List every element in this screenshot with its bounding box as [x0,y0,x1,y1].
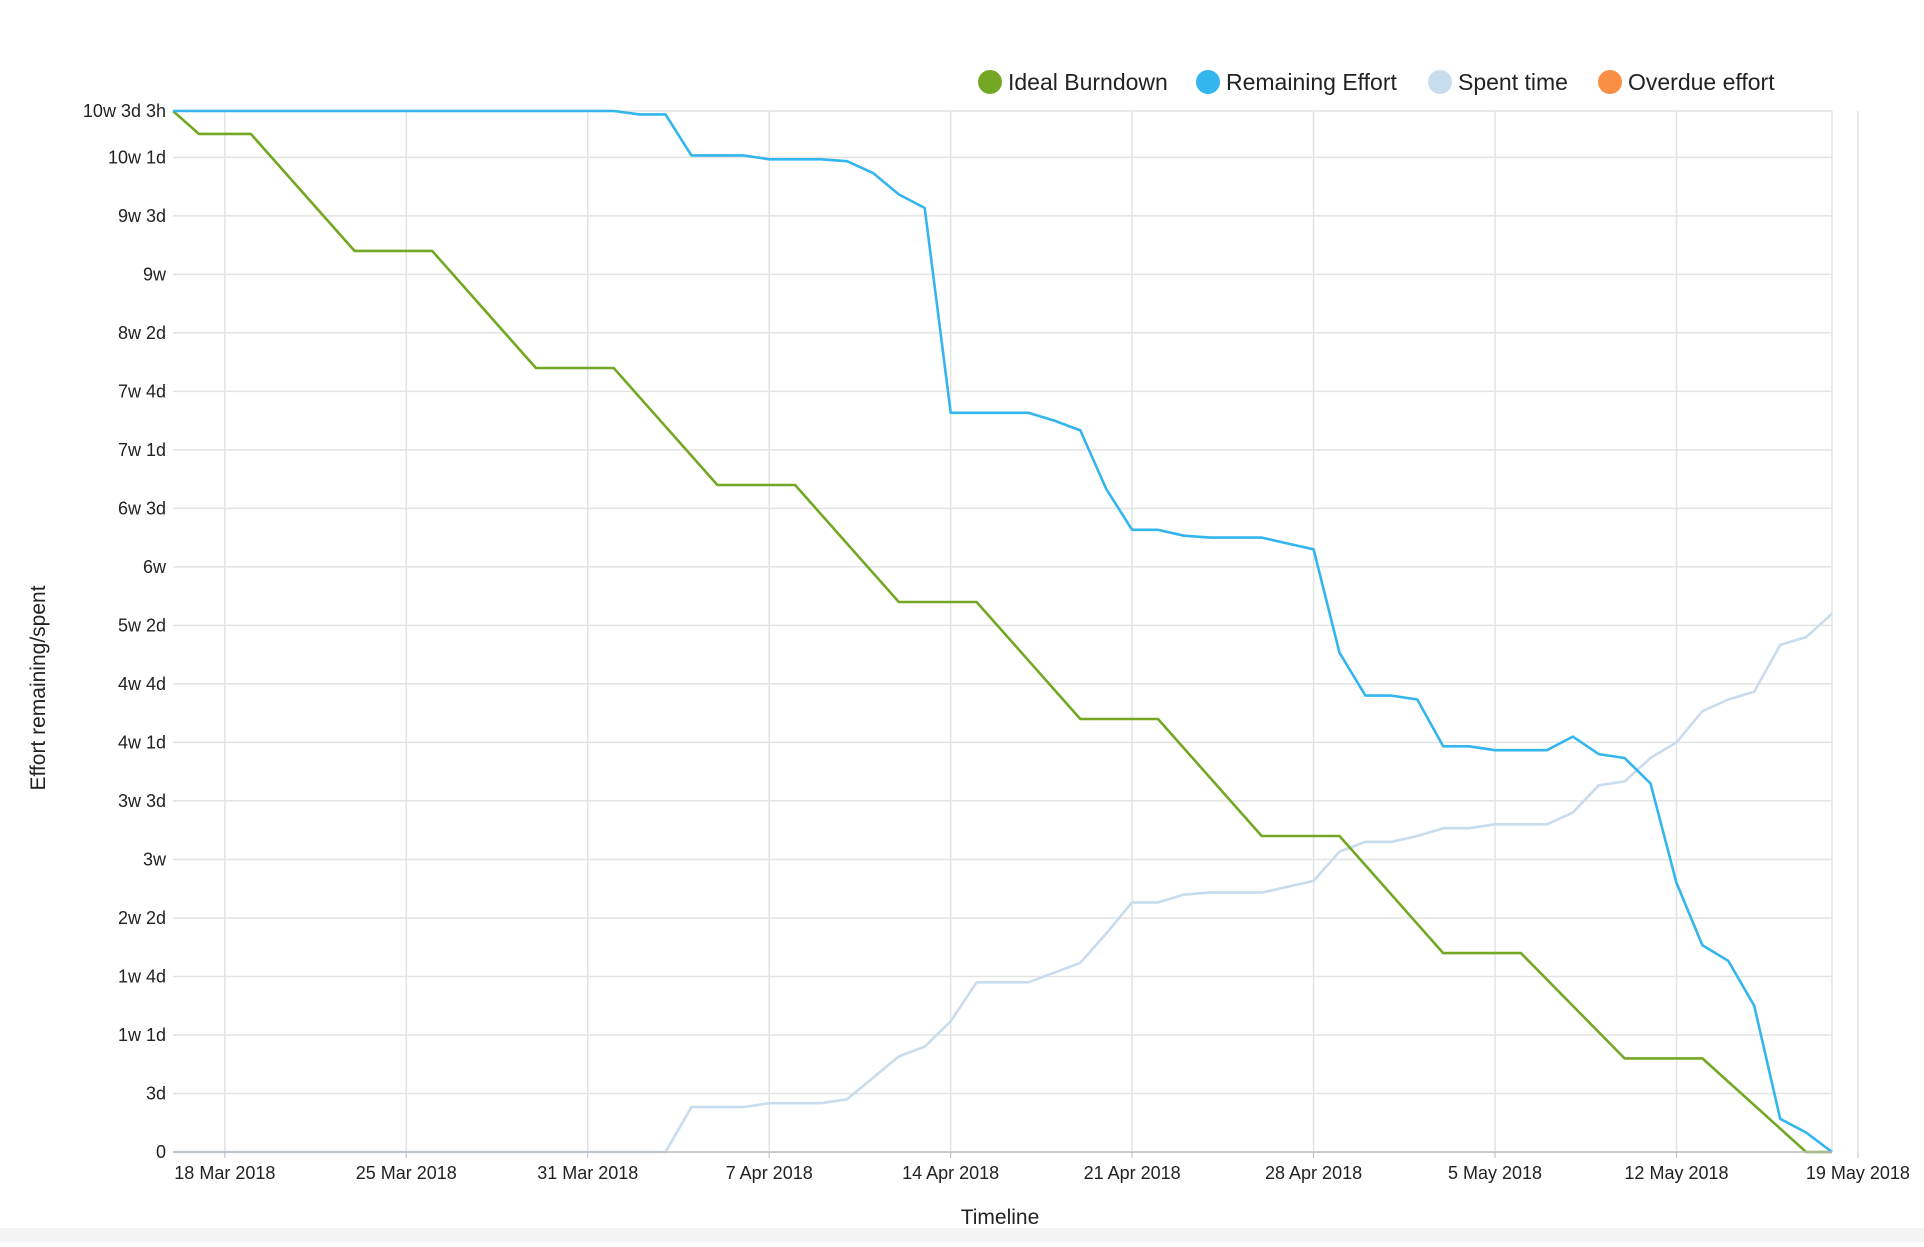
axis-layer: 0 3d 1w 1d 1w 4d 2w 2d 3w 3w 3d 4w 1d 4w 4d 5w 2d… [83,101,1910,1183]
x-tick-label: 28 Apr 2018 [1265,1163,1362,1183]
y-tick-label: 5w 2d [118,615,166,635]
legend-label: Overdue effort [1628,69,1775,95]
x-tick-label: 19 May 2018 [1806,1163,1910,1183]
legend-swatch [1598,70,1622,94]
y-tick-label: 6w [143,557,167,577]
y-tick-label: 4w 1d [118,732,166,752]
legend-label: Ideal Burndown [1008,69,1168,95]
legend-item-overdue-effort[interactable]: Overdue effort [1598,69,1775,95]
x-tick-label: 21 Apr 2018 [1084,1163,1181,1183]
y-tick-label: 3w [143,849,167,869]
y-tick-label: 3w 3d [118,791,166,811]
grid-layer [173,110,1859,1153]
x-axis-title: Timeline [961,1206,1040,1229]
y-tick-label: 0 [156,1142,166,1162]
y-tick-label: 2w 2d [118,908,166,928]
x-tick-label: 12 May 2018 [1624,1163,1728,1183]
y-tick-label: 10w 1d [108,147,166,167]
y-tick-label: 1w 4d [118,966,166,986]
footer-strip [0,1228,1924,1242]
legend[interactable]: Ideal Burndown Remaining Effort Spent time… [978,69,1775,95]
legend-swatch [1196,70,1220,94]
y-tick-label: 6w 3d [118,498,166,518]
y-axis-title: Effort remaining/spent [27,585,50,790]
x-tick-label: 25 Mar 2018 [356,1163,457,1183]
x-tick-label: 7 Apr 2018 [726,1163,813,1183]
y-tick-label: 9w [143,264,167,284]
series-layer [172,109,1833,1154]
legend-label: Spent time [1458,69,1568,95]
series-line-ideal-burndown [172,110,1832,1154]
legend-swatch [978,70,1002,94]
x-tick-label: 31 Mar 2018 [537,1163,638,1183]
x-tick-label: 5 May 2018 [1448,1163,1542,1183]
y-tick-label: 3d [146,1083,166,1103]
legend-item-spent-time[interactable]: Spent time [1428,69,1568,95]
y-tick-label: 4w 4d [118,674,166,694]
legend-item-remaining-effort[interactable]: Remaining Effort [1196,69,1397,95]
series-line-spent-time [173,612,1833,1154]
x-tick-label: 18 Mar 2018 [174,1163,275,1183]
y-tick-label: 10w 3d 3h [83,101,166,121]
x-tick-label: 14 Apr 2018 [902,1163,999,1183]
y-tick-label: 9w 3d [118,206,166,226]
y-tick-label: 7w 4d [118,381,166,401]
y-tick-label: 7w 1d [118,440,166,460]
series-line-remaining-effort [173,109,1833,1154]
legend-label: Remaining Effort [1226,69,1397,95]
y-tick-label: 1w 1d [118,1025,166,1045]
y-tick-label: 8w 2d [118,323,166,343]
legend-item-ideal-burndown[interactable]: Ideal Burndown [978,69,1168,95]
legend-swatch [1428,70,1452,94]
